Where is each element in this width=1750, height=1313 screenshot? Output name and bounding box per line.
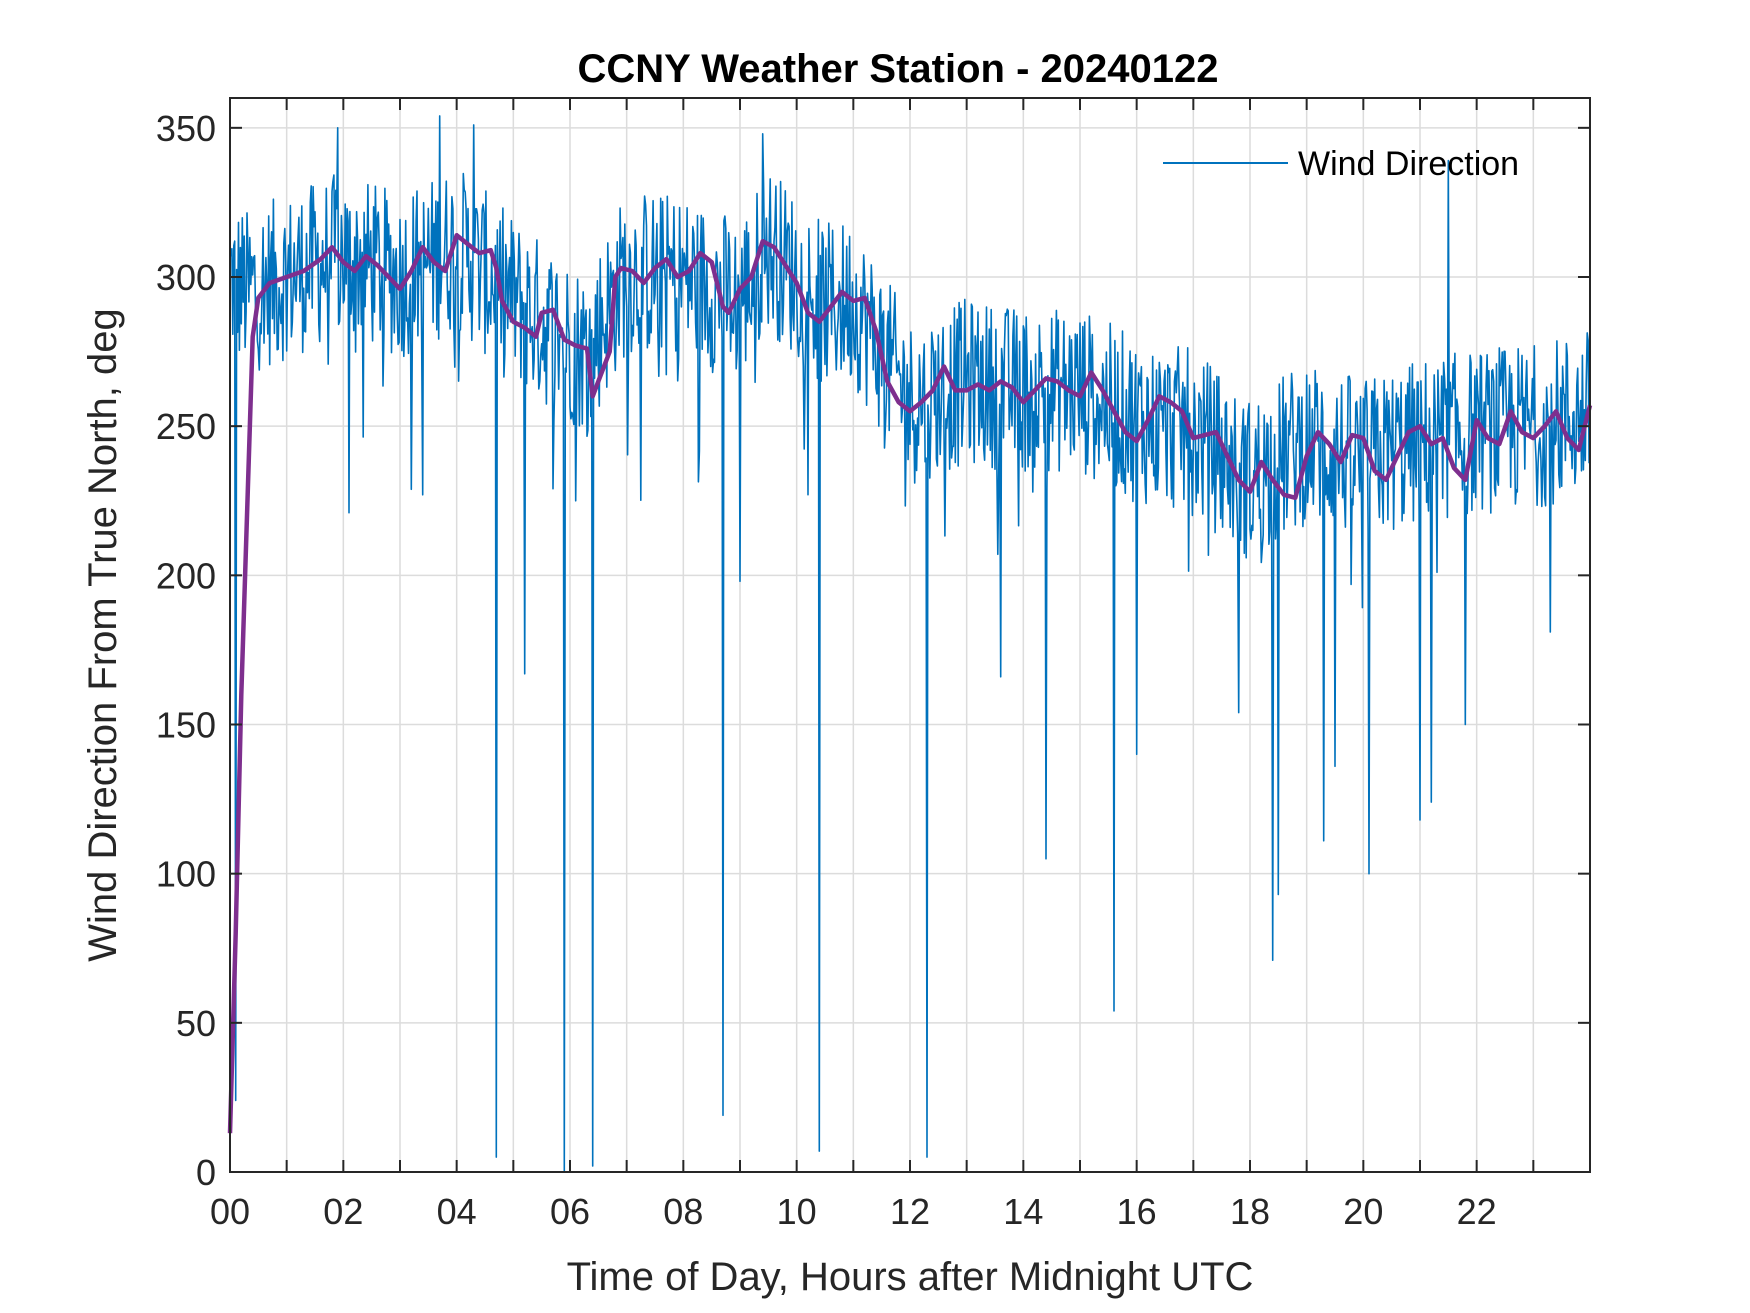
x-axis-ticks: 00 02 04 06 08 10 12 14 16 18 20 22 bbox=[210, 98, 1535, 1232]
y-tick-label: 300 bbox=[156, 257, 216, 298]
y-tick-label: 50 bbox=[176, 1003, 216, 1044]
y-tick-label: 250 bbox=[156, 406, 216, 447]
x-tick-label: 12 bbox=[890, 1191, 930, 1232]
y-tick-label: 150 bbox=[156, 705, 216, 746]
wind-direction-line bbox=[229, 115, 1590, 1173]
y-tick-label: 0 bbox=[196, 1152, 216, 1193]
moving-average-series bbox=[227, 232, 1593, 1134]
wind-direction-series bbox=[229, 115, 1590, 1173]
y-tick-label: 100 bbox=[156, 854, 216, 895]
x-tick-label: 04 bbox=[437, 1191, 477, 1232]
chart-title: CCNY Weather Station - 20240122 bbox=[578, 47, 1219, 91]
x-tick-label: 18 bbox=[1230, 1191, 1270, 1232]
x-tick-label: 02 bbox=[323, 1191, 363, 1232]
x-axis-label: Time of Day, Hours after Midnight UTC bbox=[567, 1255, 1254, 1299]
x-tick-label: 22 bbox=[1457, 1191, 1497, 1232]
y-tick-label: 200 bbox=[156, 555, 216, 596]
moving-average-line bbox=[227, 232, 1593, 1134]
x-tick-label: 10 bbox=[777, 1191, 817, 1232]
x-tick-label: 06 bbox=[550, 1191, 590, 1232]
x-tick-label: 00 bbox=[210, 1191, 250, 1232]
x-tick-label: 20 bbox=[1343, 1191, 1383, 1232]
legend-label-wind-direction: Wind Direction bbox=[1298, 145, 1519, 183]
x-tick-label: 14 bbox=[1003, 1191, 1043, 1232]
legend: Wind Direction bbox=[1163, 145, 1519, 183]
x-tick-label: 16 bbox=[1117, 1191, 1157, 1232]
x-tick-label: 08 bbox=[663, 1191, 703, 1232]
y-axis-label: Wind Direction From True North, deg bbox=[81, 308, 125, 962]
y-axis-ticks: 0 50 100 150 200 250 300 350 bbox=[156, 108, 1590, 1193]
y-tick-label: 350 bbox=[156, 108, 216, 149]
